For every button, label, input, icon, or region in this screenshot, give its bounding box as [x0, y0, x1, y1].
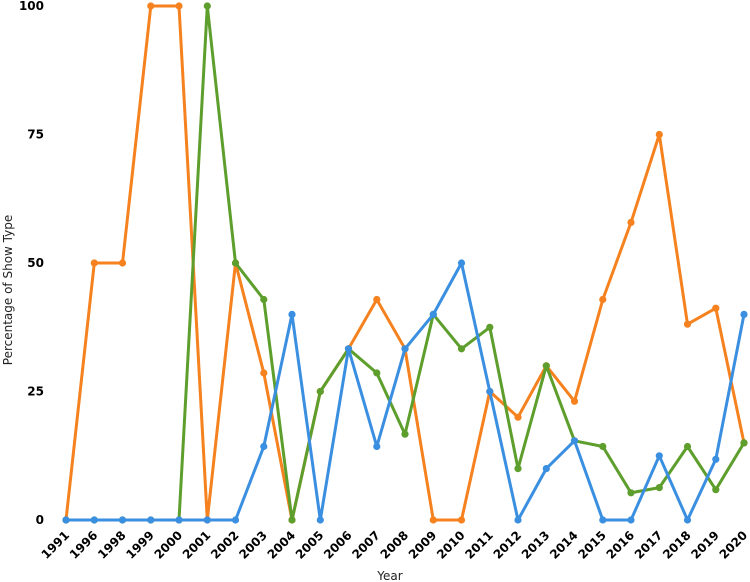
x-tick-label: 2015	[575, 528, 609, 562]
data-point	[288, 310, 296, 318]
x-tick-label: 1991	[39, 528, 73, 562]
data-point	[118, 259, 127, 267]
data-point	[655, 130, 663, 139]
data-point	[627, 489, 635, 497]
data-point	[147, 516, 155, 524]
data-point	[599, 442, 607, 451]
y-tick-label: 25	[27, 385, 44, 399]
data-point	[712, 486, 720, 494]
data-point	[90, 516, 98, 524]
data-point	[514, 465, 522, 473]
data-point	[401, 430, 409, 438]
data-point	[514, 516, 522, 524]
x-tick-label: 2012	[491, 528, 525, 562]
x-tick-label: 2010	[434, 528, 468, 562]
y-axis-label: Percentage of Show Type	[1, 215, 15, 365]
x-tick-label: 2001	[180, 528, 214, 562]
data-point	[627, 218, 635, 226]
y-tick-label: 50	[27, 256, 44, 270]
data-point	[344, 345, 353, 353]
data-point	[147, 2, 155, 10]
series-line	[64, 4, 746, 522]
data-point	[231, 516, 240, 524]
series-3	[62, 259, 748, 524]
x-tick-label: 2014	[547, 528, 581, 562]
data-point	[260, 369, 268, 377]
data-point	[712, 304, 720, 312]
series-layer	[62, 2, 748, 524]
data-point	[175, 2, 183, 10]
data-point	[401, 345, 409, 353]
data-point	[260, 295, 268, 304]
data-point	[316, 387, 324, 396]
series-line	[66, 261, 746, 522]
data-point	[175, 516, 183, 524]
x-tick-label: 2003	[236, 528, 270, 562]
series-1	[62, 2, 748, 524]
data-point	[599, 295, 607, 304]
x-tick-label: 2004	[265, 528, 299, 562]
data-point	[514, 413, 522, 421]
data-point	[655, 484, 663, 492]
x-tick-label: 2007	[349, 528, 383, 562]
data-point	[683, 320, 692, 328]
x-tick-label: 2016	[604, 528, 638, 562]
x-tick-label: 1996	[67, 528, 101, 562]
y-axis-ticks: 0 25 50 75 100	[19, 0, 44, 527]
data-point	[457, 259, 466, 267]
series-2	[62, 2, 748, 524]
data-point	[570, 397, 579, 405]
data-point	[288, 516, 296, 524]
data-point	[203, 516, 211, 524]
x-tick-label: 2008	[378, 528, 412, 562]
x-tick-label: 2000	[152, 528, 186, 562]
data-point	[316, 516, 324, 524]
x-tick-label: 1999	[123, 528, 157, 562]
x-tick-label: 2006	[321, 528, 355, 562]
x-tick-label: 2018	[660, 528, 694, 562]
data-point	[542, 362, 550, 370]
x-tick-label: 2019	[688, 528, 722, 562]
x-axis-label: Year	[376, 569, 402, 582]
data-point	[118, 516, 127, 524]
data-point	[90, 259, 98, 267]
data-point	[260, 442, 268, 451]
y-tick-label: 0	[36, 513, 44, 527]
y-tick-label: 75	[27, 128, 44, 142]
data-point	[599, 516, 607, 524]
data-point	[457, 516, 466, 524]
data-point	[429, 310, 437, 318]
x-tick-label: 2011	[462, 528, 496, 562]
data-point	[542, 465, 550, 473]
x-tick-label: 1998	[95, 528, 129, 562]
x-tick-label: 2002	[208, 528, 242, 562]
x-tick-label: 2013	[519, 528, 553, 562]
data-point	[740, 310, 748, 318]
data-point	[627, 516, 635, 524]
data-point	[570, 437, 579, 445]
data-point	[429, 516, 437, 524]
data-point	[457, 345, 466, 353]
data-point	[683, 442, 692, 451]
data-point	[373, 369, 381, 377]
data-point	[683, 516, 692, 524]
x-tick-label: 2005	[293, 528, 327, 562]
data-point	[740, 439, 748, 447]
data-point	[373, 442, 381, 451]
data-point	[712, 455, 720, 463]
x-tick-label: 2009	[406, 528, 440, 562]
data-point	[203, 2, 211, 10]
data-point	[486, 323, 494, 331]
data-point	[486, 387, 494, 396]
x-tick-label: 2017	[632, 528, 666, 562]
data-point	[373, 295, 381, 304]
series-line	[66, 4, 746, 522]
data-point	[62, 516, 70, 524]
x-axis-ticks: 1991199619981999200020012002200320042005…	[39, 528, 750, 562]
data-point	[655, 452, 663, 460]
y-tick-label: 100	[19, 0, 44, 13]
data-point	[231, 259, 240, 267]
x-tick-label: 2020	[717, 528, 750, 562]
